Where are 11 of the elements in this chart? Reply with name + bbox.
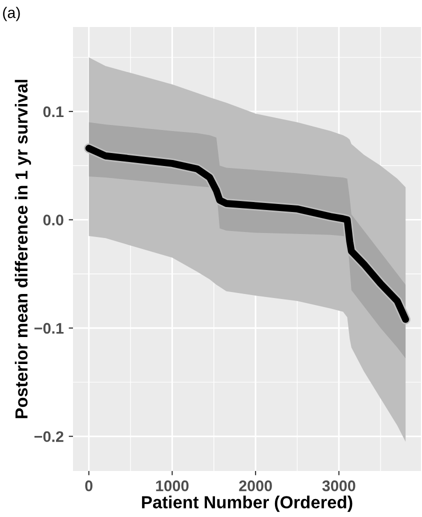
y-tick-label: 0.0: [43, 214, 64, 226]
y-tick-label: −0.1: [34, 322, 64, 334]
x-tick-label: 0: [85, 480, 92, 492]
chart-title: (a): [3, 6, 20, 22]
x-tick-label: 3000: [322, 480, 356, 492]
x-tick-label: 1000: [156, 480, 189, 492]
y-axis-title: Posterior mean difference in 1 yr survival: [14, 80, 32, 418]
x-axis-title: Patient Number (Ordered): [142, 496, 352, 512]
x-tick-label: 2000: [239, 480, 272, 492]
y-tick-label: −0.2: [34, 431, 64, 442]
y-tick-label: 0.1: [43, 106, 64, 118]
